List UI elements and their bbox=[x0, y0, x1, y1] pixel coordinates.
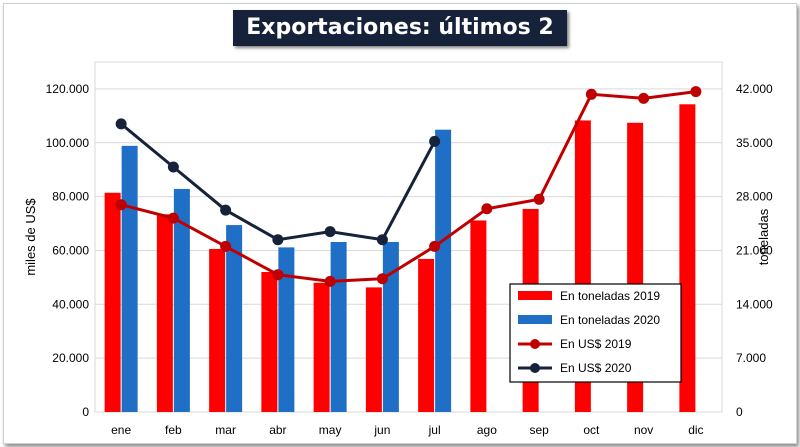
point bbox=[115, 118, 127, 130]
y-tick-left: 100.000 bbox=[46, 136, 90, 150]
x-tick-label: nov bbox=[634, 423, 653, 437]
bar bbox=[104, 192, 121, 412]
point bbox=[220, 240, 232, 252]
legend-label: En US$ 2019 bbox=[560, 337, 632, 351]
x-tick-label: oct bbox=[583, 423, 600, 437]
bar bbox=[313, 282, 330, 412]
y-axis-right-label: toneladas bbox=[756, 208, 771, 265]
legend-swatch bbox=[518, 291, 552, 300]
bar bbox=[156, 214, 173, 412]
point bbox=[167, 161, 179, 173]
point bbox=[324, 226, 336, 238]
point bbox=[272, 234, 284, 246]
legend-swatch bbox=[518, 315, 552, 324]
point bbox=[115, 199, 127, 211]
y-tick-left: 60.000 bbox=[52, 243, 89, 257]
point bbox=[272, 269, 284, 281]
bars bbox=[104, 104, 696, 413]
y-tick-right: 28.000 bbox=[736, 190, 773, 204]
point bbox=[585, 88, 597, 100]
bar bbox=[435, 129, 452, 412]
point bbox=[638, 92, 650, 104]
y-tick-left: 80.000 bbox=[52, 190, 89, 204]
bar bbox=[382, 242, 399, 412]
bar bbox=[278, 247, 295, 412]
grid-lines bbox=[95, 88, 722, 359]
point bbox=[376, 273, 388, 285]
bar bbox=[679, 104, 696, 413]
lines bbox=[115, 86, 702, 287]
x-tick-label: abr bbox=[269, 423, 286, 437]
y-tick-right: 35.000 bbox=[736, 136, 773, 150]
legend-label: En toneladas 2019 bbox=[560, 289, 660, 303]
y-tick-left: 120.000 bbox=[46, 82, 90, 96]
x-tick-label: ene bbox=[111, 423, 131, 437]
y-tick-left: 20.000 bbox=[52, 351, 89, 365]
point bbox=[376, 234, 388, 246]
point bbox=[167, 212, 179, 224]
legend-label: En toneladas 2020 bbox=[560, 313, 660, 327]
y-tick-left: 0 bbox=[82, 405, 89, 419]
series-line bbox=[120, 90, 697, 283]
bar bbox=[261, 272, 278, 412]
bar bbox=[365, 287, 382, 412]
x-tick-label: mar bbox=[215, 423, 236, 437]
y-tick-right: 0 bbox=[736, 405, 743, 419]
bar bbox=[121, 145, 138, 412]
y-tick-right: 7.000 bbox=[736, 351, 766, 365]
legend-marker bbox=[530, 339, 540, 349]
point bbox=[220, 204, 232, 216]
bar bbox=[173, 188, 190, 412]
x-tick-label: jun bbox=[373, 423, 390, 437]
x-tick-label: ago bbox=[477, 423, 497, 437]
legend: En toneladas 2019 En toneladas 2020 En US$… bbox=[509, 283, 682, 383]
bar bbox=[330, 242, 347, 412]
legend-marker bbox=[530, 363, 540, 373]
y-axis-left-label: miles de US$ bbox=[23, 198, 38, 276]
bar bbox=[226, 225, 243, 412]
x-tick-label: feb bbox=[165, 423, 182, 437]
y-tick-left: 40.000 bbox=[52, 297, 89, 311]
axes: 0 20.000 40.000 60.000 80.000 100.000 120.000 0… bbox=[46, 82, 773, 437]
point bbox=[429, 135, 441, 147]
point bbox=[533, 193, 545, 205]
bar bbox=[209, 248, 226, 412]
x-tick-label: jul bbox=[428, 423, 441, 437]
point bbox=[324, 275, 336, 287]
y-tick-right: 14.000 bbox=[736, 297, 773, 311]
bar bbox=[418, 258, 435, 412]
x-tick-label: sep bbox=[529, 423, 549, 437]
point bbox=[690, 86, 702, 98]
y-tick-right: 21.000 bbox=[736, 243, 773, 257]
point bbox=[481, 203, 493, 215]
legend-label: En US$ 2020 bbox=[560, 361, 632, 375]
x-tick-label: may bbox=[319, 423, 342, 437]
y-tick-right: 42.000 bbox=[736, 82, 773, 96]
point bbox=[429, 240, 441, 252]
x-tick-label: dic bbox=[688, 423, 703, 437]
bar bbox=[470, 220, 487, 412]
